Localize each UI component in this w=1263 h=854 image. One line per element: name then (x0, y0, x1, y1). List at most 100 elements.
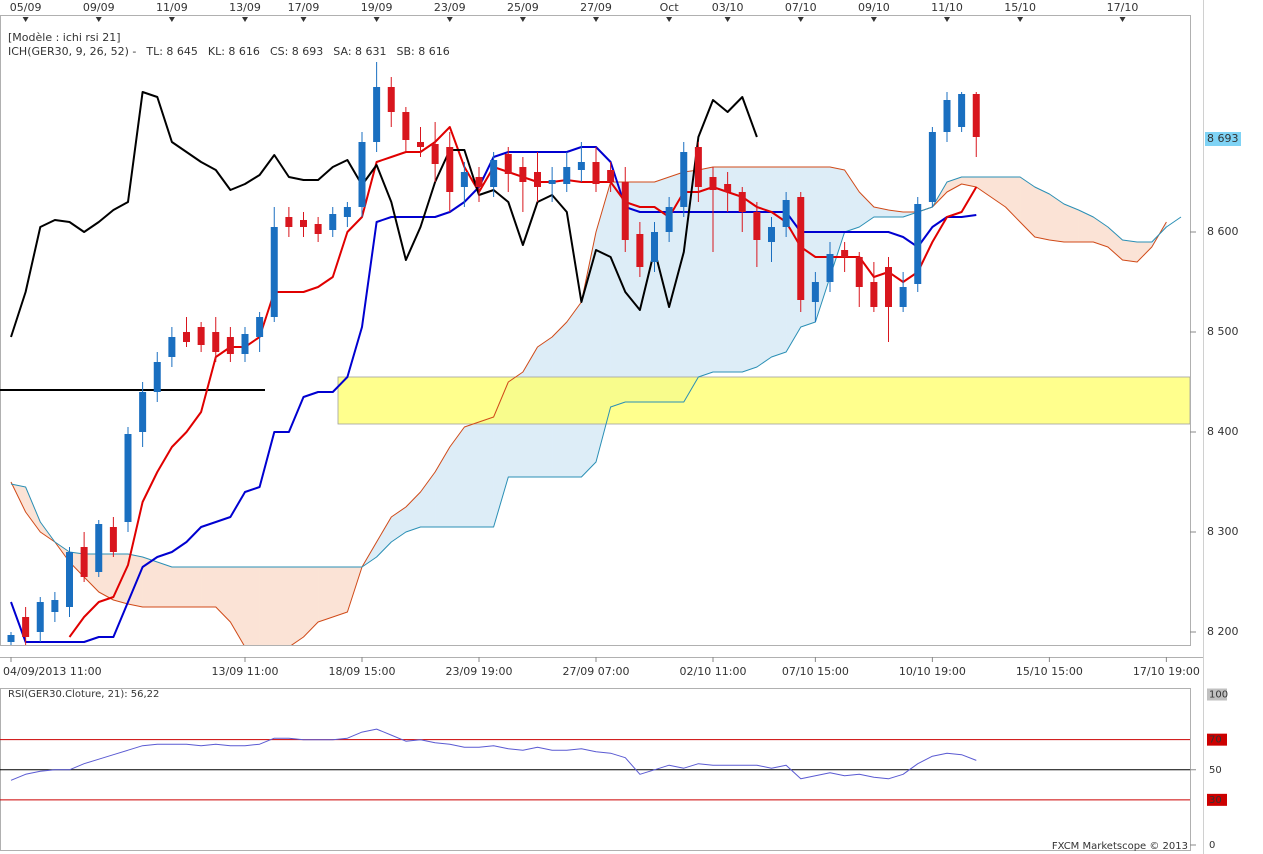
candle-body (797, 197, 805, 300)
candle-body (753, 212, 761, 240)
footer: FXCM Marketscope © 2013 (1052, 841, 1188, 852)
candle-body (7, 635, 15, 642)
date-marker (944, 17, 950, 22)
candle-body (490, 160, 498, 187)
candle-body (943, 100, 951, 132)
x-tick-label: 13/09 11:00 (212, 665, 279, 678)
date-marker (519, 17, 526, 22)
y-tick-label: 70 (1209, 735, 1222, 746)
date-marker (1017, 17, 1024, 22)
candle-body (373, 87, 381, 142)
y-tick-label: 8 400 (1207, 425, 1239, 438)
candle-body (460, 172, 468, 187)
cloud (698, 166, 714, 378)
date-marker (300, 17, 307, 22)
y-tick-label: 8 600 (1207, 225, 1239, 238)
legend-entry: SB: 8 616 (397, 45, 450, 58)
x-tick-label: 23/09 19:00 (446, 665, 513, 678)
candle-body (768, 227, 775, 242)
date-label: 13/09 (229, 1, 261, 14)
cloud (288, 566, 304, 645)
date-marker (373, 17, 380, 22)
y-tick-label: 0 (1209, 840, 1215, 851)
candle-body (387, 87, 395, 112)
candle-body (95, 524, 103, 572)
cloud (332, 566, 348, 618)
date-label: Oct (660, 1, 680, 14)
candle-body (314, 224, 322, 234)
candle-body (168, 337, 176, 357)
date-label: 17/10 (1107, 1, 1139, 14)
date-marker (242, 17, 248, 22)
candle-body (914, 204, 922, 284)
candle-body (36, 602, 44, 632)
cloud (317, 566, 333, 623)
candle-body (22, 617, 30, 637)
candle-body (826, 254, 834, 282)
cloud (712, 166, 728, 373)
candle-body (870, 282, 878, 307)
x-tick-label: 27/09 07:00 (563, 665, 630, 678)
candle-body (782, 200, 790, 227)
cloud (259, 566, 275, 645)
candle-body (431, 144, 439, 164)
candle-body (548, 180, 556, 184)
candle-body (183, 332, 190, 342)
cloud (639, 181, 655, 403)
cloud (1034, 186, 1050, 241)
legend-indicator: ICH(GER30, 9, 26, 52) - (8, 45, 136, 58)
candle-body (343, 207, 351, 217)
candle-body (899, 287, 907, 307)
date-marker (797, 17, 804, 22)
candle-body (66, 552, 73, 607)
price-zone (337, 376, 1190, 425)
candle-body (329, 214, 337, 230)
date-marker (1119, 17, 1126, 22)
y-tick-label: 8 500 (1207, 325, 1239, 338)
cloud (244, 566, 260, 645)
date-label: 09/09 (83, 1, 115, 14)
date-label: 07/10 (785, 1, 817, 14)
date-label: 09/10 (858, 1, 890, 14)
date-label: 23/09 (434, 1, 466, 14)
date-marker (95, 17, 102, 22)
cloud (200, 566, 216, 608)
x-tick-label: 15/10 15:00 (1016, 665, 1083, 678)
candle-body (928, 132, 936, 202)
candle-body (841, 250, 849, 257)
candle-body (651, 232, 658, 262)
candle-body (958, 94, 966, 127)
cloud-line (10, 166, 1167, 645)
candle-body (694, 147, 702, 187)
candle-body (358, 142, 366, 207)
date-label: 19/09 (361, 1, 393, 14)
cloud (478, 416, 494, 528)
candle-body (446, 147, 454, 192)
main-plot (0, 62, 1190, 645)
y-tick-label: 8 300 (1207, 525, 1239, 538)
candle-body (285, 217, 293, 227)
date-marker (168, 17, 175, 22)
date-marker (593, 17, 599, 22)
candle-body (665, 207, 673, 232)
candle-body (519, 167, 527, 182)
candle-body (504, 154, 512, 174)
x-tick-label: 18/09 15:00 (329, 665, 396, 678)
date-label: 05/09 (10, 1, 42, 14)
candle-body (636, 234, 644, 267)
candle-body (241, 334, 249, 354)
candle-body (855, 257, 863, 287)
tick-box (1207, 688, 1227, 701)
date-label: 25/09 (507, 1, 539, 14)
y-tick-label: 8 200 (1207, 625, 1239, 638)
candle-body (417, 142, 424, 147)
legend-entry: TL: 8 645 (145, 45, 198, 58)
indicator-line (10, 91, 758, 338)
candle-body (270, 227, 278, 317)
legend-entry: SA: 8 631 (333, 45, 386, 58)
cloud (464, 421, 480, 528)
date-marker (22, 17, 29, 22)
tick-box (1207, 793, 1227, 806)
